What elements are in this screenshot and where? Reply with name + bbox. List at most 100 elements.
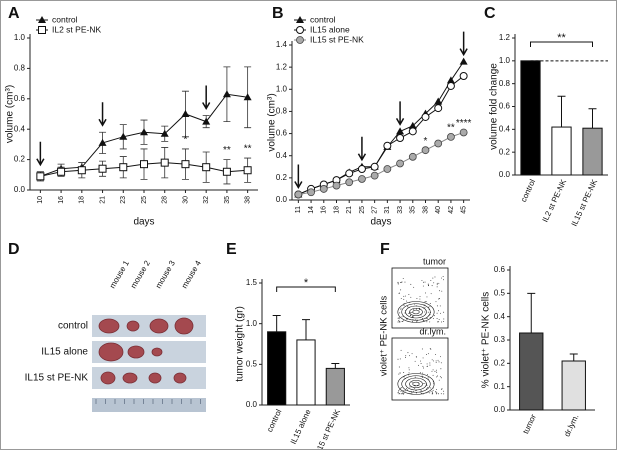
flow-dot: [435, 391, 437, 393]
flow-plot-label: dr.lym.: [419, 326, 446, 336]
flow-contour: [409, 379, 423, 389]
x-tick-label: 35: [224, 196, 231, 204]
tumor-photo: [98, 342, 124, 362]
y-tick-label: 1.0: [14, 33, 26, 42]
flow-contour: [397, 373, 435, 395]
flow-dot: [415, 390, 417, 392]
x-tick-label: 32: [203, 196, 210, 204]
flow-dot: [410, 296, 412, 298]
x-tick-label: 40: [435, 206, 442, 214]
x-tick-label: 23: [120, 196, 127, 204]
flow-dot: [432, 389, 434, 391]
flow-dot: [419, 295, 421, 297]
x-tick-label: 11: [295, 206, 302, 213]
bar: [267, 331, 287, 406]
legend-label: IL15 alone: [310, 24, 350, 34]
flow-dot: [441, 290, 443, 292]
significance: **: [223, 145, 231, 156]
y-axis-label: tumor weight (gr): [235, 306, 246, 382]
flow-dot: [436, 305, 438, 307]
x-tick-label: 14: [308, 206, 315, 214]
flow-dot: [426, 354, 427, 355]
flow-dot: [421, 392, 423, 394]
marker: [459, 57, 468, 65]
flow-dot: [438, 321, 440, 323]
flow-dot: [403, 295, 405, 297]
flow-dot: [429, 306, 431, 308]
flow-dot: [438, 290, 440, 292]
x-tick-label: 42: [448, 206, 455, 214]
flow-dot: [405, 357, 407, 359]
x-tick-label: 16: [321, 206, 328, 214]
y-axis-label: % violet⁺ PE-NK cells: [481, 292, 492, 388]
flow-plot-frame: [391, 267, 449, 329]
flow-dot: [435, 353, 437, 355]
error-bar: [272, 315, 281, 332]
flow-dot: [422, 365, 424, 367]
y-tick-label: 0.3: [494, 335, 506, 344]
marker: [459, 72, 468, 80]
flow-dot: [408, 355, 410, 357]
flow-dot: [397, 392, 399, 394]
flow-dot: [416, 308, 417, 310]
flow-dot: [438, 319, 440, 320]
tumor-photo: [100, 371, 116, 385]
panel-letter: D: [8, 241, 20, 258]
flow-dot: [428, 284, 429, 286]
flow-dot: [425, 318, 427, 319]
flow-dot: [422, 320, 424, 322]
marker: [358, 175, 366, 183]
marker: [140, 128, 148, 136]
flow-dot: [429, 348, 431, 349]
flow-dot: [407, 306, 409, 308]
x-tick-label: 31: [384, 206, 391, 214]
marker: [446, 81, 455, 90]
flow-dot: [399, 387, 401, 389]
treatment-arrow: [98, 102, 107, 127]
marker: [98, 138, 107, 146]
marker: [319, 185, 328, 193]
flow-dot: [405, 318, 407, 320]
flow-dot: [434, 315, 435, 317]
flow-dot: [403, 376, 405, 378]
flow-dot: [430, 391, 432, 393]
x-tick-label: 25: [359, 206, 366, 214]
flow-dot: [432, 369, 434, 371]
marker: [370, 162, 379, 171]
flow-dot: [399, 372, 401, 374]
flow-dot: [419, 372, 421, 374]
flow-dot: [408, 294, 410, 295]
tumor-photo: [127, 345, 145, 359]
treatment-arrow: [395, 101, 405, 126]
marker: [119, 163, 128, 172]
flow-dot: [404, 312, 406, 314]
flow-dot: [402, 320, 404, 322]
y-tick-label: 1.4: [276, 40, 288, 49]
flow-dot: [400, 393, 402, 395]
error-bar: [569, 353, 578, 361]
flow-dot: [437, 359, 439, 361]
marker: [38, 26, 46, 34]
flow-dot: [405, 390, 407, 392]
flow-dot: [423, 383, 425, 385]
flow-dot: [435, 393, 437, 395]
flow-dot: [409, 311, 411, 313]
x-tick-label: 21: [99, 196, 106, 204]
flow-dot: [440, 388, 442, 390]
flow-y-label: violet⁺ PE-NK cells: [379, 295, 390, 376]
x-tick-label: 38: [244, 196, 251, 204]
marker: [98, 164, 107, 173]
marker: [357, 165, 366, 173]
marker: [181, 110, 190, 117]
row-label: IL15 alone: [41, 347, 88, 358]
flow-dot: [440, 356, 441, 358]
error-bar: [557, 95, 566, 128]
marker: [421, 146, 430, 155]
flow-dot: [435, 362, 437, 364]
flow-contour: [397, 301, 435, 323]
tumor-photo: [173, 372, 187, 384]
flow-dot: [413, 390, 415, 392]
ruler: [92, 398, 206, 412]
flow-dot: [430, 348, 432, 350]
flow-dot: [434, 370, 436, 372]
